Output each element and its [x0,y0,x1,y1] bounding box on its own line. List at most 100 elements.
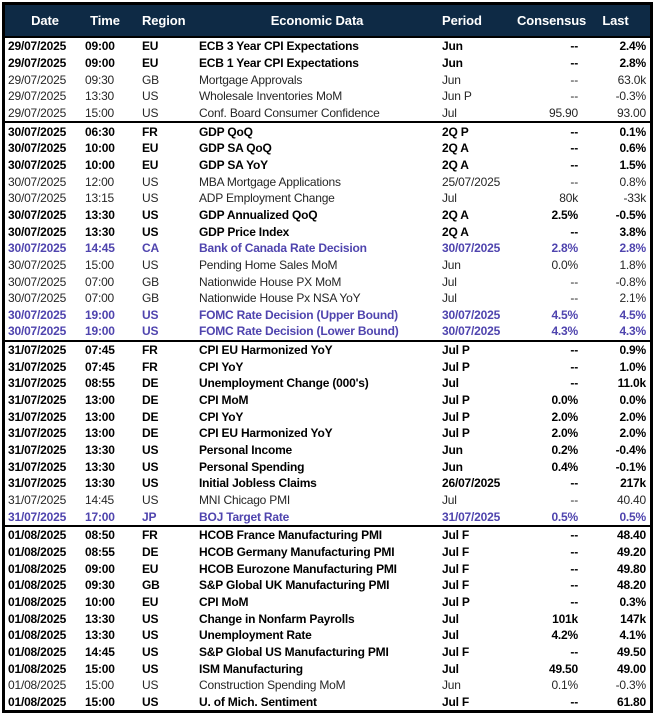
table-row: 31/07/2025 08:55 DE Unemployment Change (00… [5,375,650,392]
cell-date: 30/07/2025 [8,257,67,272]
cell-time: 13:30 [85,224,115,239]
cell-date: 30/07/2025 [8,157,67,172]
cell-region: US [142,324,159,339]
cell-time: 15:00 [85,105,115,120]
cell-date: 01/08/2025 [8,578,67,593]
cell-period: Jul [442,628,459,643]
cell-consensus: -- [570,55,578,70]
cell-period: Jul P [442,393,470,408]
cell-period: 2Q A [442,224,469,239]
cell-event: CPI EU Harmonized YoY [199,343,333,358]
cell-date: 01/08/2025 [8,628,67,643]
cell-period: Jul F [442,561,470,576]
cell-consensus: -- [570,578,578,593]
cell-date: 29/07/2025 [8,89,67,104]
table-row: 01/08/2025 13:30 US Change in Nonfarm Payro… [5,610,650,627]
cell-consensus: -- [570,476,578,491]
cell-time: 19:00 [85,324,115,339]
cell-event: U. of Mich. Sentiment [199,694,317,709]
cell-time: 06:30 [85,124,115,139]
cell-date: 01/08/2025 [8,561,67,576]
cell-consensus: 0.4% [551,459,578,474]
cell-consensus: -- [570,224,578,239]
cell-last: -0.1% [615,459,647,474]
cell-event: Conf. Board Consumer Confidence [199,105,380,120]
cell-last: 93.00 [616,105,646,120]
cell-date: 31/07/2025 [8,493,67,508]
table-row: 01/08/2025 10:00 EU CPI MoM Jul P -- 0.3% [5,594,650,611]
table-row: 30/07/2025 14:45 CA Bank of Canada Rate Dec… [5,240,650,257]
table-row: 29/07/2025 09:00 EU ECB 1 Year CPI Expectat… [5,55,650,72]
cell-event: CPI MoM [199,594,249,609]
cell-period: 26/07/2025 [442,476,501,491]
cell-last: 2.8% [619,55,646,70]
cell-event: ECB 1 Year CPI Expectations [199,55,359,70]
cell-date: 01/08/2025 [8,528,67,543]
cell-last: 2.4% [619,39,646,54]
cell-region: US [142,105,159,120]
cell-time: 12:00 [85,174,115,189]
cell-date: 31/07/2025 [8,443,67,458]
cell-date: 31/07/2025 [8,376,67,391]
cell-consensus: 4.5% [551,307,578,322]
cell-region: JP [142,509,157,524]
cell-period: Jul [442,191,457,206]
header-row: Date Time Region Economic Data Period Consens… [5,5,650,38]
cell-period: Jul [442,291,457,306]
cell-period: Jun [442,72,461,87]
cell-consensus: -- [570,157,578,172]
table-row: 30/07/2025 12:00 US MBA Mortgage Applicatio… [5,173,650,190]
cell-period: 30/07/2025 [442,307,501,322]
cell-last: 2.0% [619,426,646,441]
cell-date: 29/07/2025 [8,72,67,87]
cell-event: ADP Employment Change [199,191,335,206]
cell-event: HCOB France Manufacturing PMI [199,528,382,543]
cell-period: Jul F [442,578,470,593]
cell-period: Jul [442,493,457,508]
cell-date: 30/07/2025 [8,207,67,222]
cell-event: HCOB Eurozone Manufacturing PMI [199,561,397,576]
cell-time: 19:00 [85,307,115,322]
cell-date: 30/07/2025 [8,191,67,206]
cell-time: 10:00 [85,157,115,172]
cell-consensus: 95.90 [548,105,578,120]
cell-last: 1.0% [619,359,646,374]
cell-region: FR [142,359,158,374]
cell-event: Nationwide House PX MoM [199,274,342,289]
cell-consensus: 4.2% [551,628,578,643]
cell-consensus: 2.8% [551,241,578,256]
cell-time: 13:30 [85,89,115,104]
cell-region: FR [142,343,158,358]
cell-time: 07:45 [85,343,115,358]
cell-period: Jul P [442,426,470,441]
cell-event: Nationwide House Px NSA YoY [199,291,361,306]
table-row: 30/07/2025 13:30 US GDP Price Index 2Q A -- 3.… [5,223,650,240]
cell-date: 31/07/2025 [8,409,67,424]
cell-region: US [142,257,159,272]
cell-period: Jul [442,105,457,120]
cell-last: 40.40 [616,493,646,508]
cell-region: EU [142,55,159,70]
cell-last: 1.8% [619,257,646,272]
cell-last: 0.3% [619,594,646,609]
cell-time: 13:30 [85,443,115,458]
cell-consensus: -- [570,493,578,508]
cell-time: 13:30 [85,476,115,491]
cell-time: 13:00 [85,426,115,441]
cell-consensus: -- [570,545,578,560]
cell-last: 2.1% [619,291,646,306]
cell-region: FR [142,528,158,543]
cell-consensus: -- [570,274,578,289]
cell-date: 31/07/2025 [8,393,67,408]
cell-last: 49.80 [616,561,646,576]
cell-period: Jul [442,376,459,391]
cell-time: 14:45 [85,644,115,659]
cell-period: 2Q A [442,157,469,172]
cell-last: 61.80 [616,694,646,709]
column-header-period: Period [442,13,482,28]
table-row: 01/08/2025 15:00 US ISM Manufacturing Jul 49.… [5,660,650,677]
column-header-region: Region [142,13,186,28]
cell-date: 30/07/2025 [8,124,67,139]
cell-time: 07:00 [85,274,115,289]
cell-region: FR [142,124,158,139]
